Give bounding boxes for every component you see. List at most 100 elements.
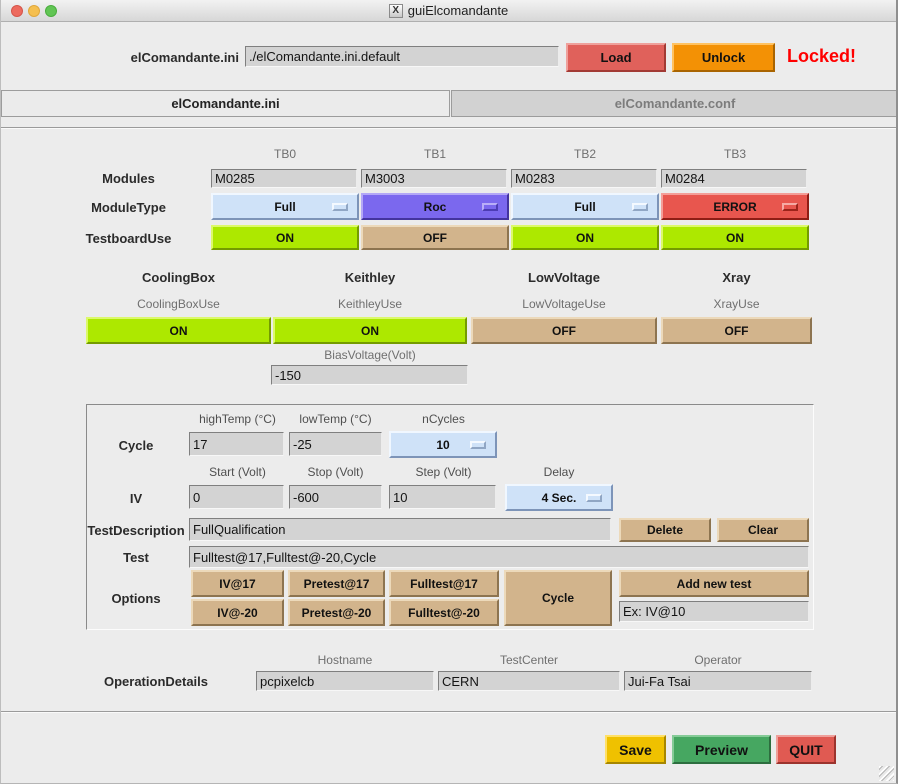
menu-indicator-icon — [632, 202, 648, 211]
xray-header: Xray — [722, 270, 751, 285]
ncycles-dropdown[interactable]: 10 — [389, 431, 497, 458]
moduletype-value-tb0: Full — [274, 199, 296, 214]
iv-delay-value: 4 Sec. — [541, 490, 577, 505]
menu-indicator-icon — [332, 202, 348, 211]
testboarduse-label: TestboardUse — [85, 231, 172, 246]
module-input-tb2[interactable] — [511, 169, 657, 188]
stop-volt-header: Stop (Volt) — [307, 465, 364, 479]
coolingboxuse-toggle[interactable]: ON — [86, 317, 271, 344]
lowvoltage-header: LowVoltage — [528, 270, 600, 285]
menu-indicator-icon — [482, 202, 498, 211]
menu-indicator-icon — [470, 440, 486, 449]
ncycles-value: 10 — [436, 437, 450, 452]
minimize-icon[interactable] — [28, 5, 40, 17]
delete-button[interactable]: Delete — [619, 518, 711, 542]
biasvoltage-label: BiasVoltage(Volt) — [324, 348, 416, 362]
resize-grip-icon[interactable] — [879, 766, 894, 781]
option-iv17-button[interactable]: IV@17 — [191, 570, 284, 597]
close-icon[interactable] — [11, 5, 23, 17]
iv-delay-dropdown[interactable]: 4 Sec. — [505, 484, 613, 511]
operator-header: Operator — [694, 653, 742, 667]
hightemp-header: highTemp (°C) — [199, 412, 276, 426]
hostname-header: Hostname — [317, 653, 373, 667]
lowvoltageuse-toggle[interactable]: OFF — [471, 317, 657, 344]
testcenter-header: TestCenter — [499, 653, 559, 667]
maximize-icon[interactable] — [45, 5, 57, 17]
lowtemp-input[interactable] — [289, 432, 382, 456]
xrayuse-toggle[interactable]: OFF — [661, 317, 812, 344]
tb1-header: TB1 — [423, 147, 446, 161]
ini-path-input[interactable] — [245, 46, 559, 67]
test-config-frame — [86, 404, 814, 630]
testboarduse-toggle-tb3[interactable]: ON — [661, 225, 809, 250]
preview-button[interactable]: Preview — [672, 735, 771, 764]
modules-label: Modules — [102, 171, 155, 186]
tab-elcomandante-ini[interactable]: elComandante.ini — [1, 90, 450, 117]
keithley-header: Keithley — [344, 270, 396, 285]
step-volt-header: Step (Volt) — [415, 465, 472, 479]
tb0-header: TB0 — [273, 147, 296, 161]
coolingboxuse-label: CoolingBoxUse — [137, 297, 220, 311]
module-input-tb3[interactable] — [661, 169, 807, 188]
moduletype-value-tb2: Full — [574, 199, 596, 214]
option-pretest17-button[interactable]: Pretest@17 — [288, 570, 385, 597]
main-frame-bottom-border — [1, 711, 896, 713]
keithleyuse-toggle[interactable]: ON — [273, 317, 467, 344]
iv-stop-input[interactable] — [289, 485, 382, 509]
hostname-input[interactable] — [256, 671, 434, 691]
moduletype-dropdown-tb3[interactable]: ERROR — [661, 193, 809, 220]
testboarduse-toggle-tb2[interactable]: ON — [511, 225, 659, 250]
quit-button[interactable]: QUIT — [776, 735, 836, 764]
clear-button[interactable]: Clear — [717, 518, 809, 542]
module-input-tb0[interactable] — [211, 169, 357, 188]
keithleyuse-label: KeithleyUse — [337, 297, 403, 311]
testcenter-input[interactable] — [438, 671, 620, 691]
operationdetails-label: OperationDetails — [103, 674, 209, 689]
testboarduse-toggle-tb0[interactable]: ON — [211, 225, 359, 250]
xrayuse-label: XrayUse — [713, 297, 760, 311]
delay-header: Delay — [543, 465, 575, 479]
test-label: Test — [123, 550, 149, 565]
option-fulltest-20-button[interactable]: Fulltest@-20 — [389, 599, 499, 626]
locked-status: Locked! — [787, 46, 857, 66]
testboarduse-toggle-tb1[interactable]: OFF — [361, 225, 509, 250]
option-iv-20-button[interactable]: IV@-20 — [191, 599, 284, 626]
operator-input[interactable] — [624, 671, 812, 691]
lowvoltageuse-label: LowVoltageUse — [522, 297, 606, 311]
load-button[interactable]: Load — [566, 43, 666, 72]
options-label: Options — [111, 591, 161, 606]
new-test-input[interactable] — [619, 601, 809, 622]
biasvoltage-input[interactable] — [271, 365, 468, 385]
start-volt-header: Start (Volt) — [209, 465, 266, 479]
moduletype-label: ModuleType — [91, 200, 166, 215]
main-frame-top-border — [1, 127, 896, 129]
option-fulltest17-button[interactable]: Fulltest@17 — [389, 570, 499, 597]
title-bar: X guiElcomandante — [1, 0, 896, 22]
iv-step-input[interactable] — [389, 485, 496, 509]
title-group: X guiElcomandante — [388, 3, 509, 18]
iv-label: IV — [129, 491, 143, 506]
hightemp-input[interactable] — [189, 432, 284, 456]
moduletype-dropdown-tb0[interactable]: Full — [211, 193, 359, 220]
test-sequence-input[interactable] — [189, 546, 809, 568]
testdescription-label: TestDescription — [87, 523, 185, 538]
module-input-tb1[interactable] — [361, 169, 507, 188]
save-button[interactable]: Save — [605, 735, 666, 764]
tb3-header: TB3 — [723, 147, 746, 161]
cycle-label: Cycle — [118, 438, 154, 453]
menu-indicator-icon — [782, 202, 798, 211]
moduletype-dropdown-tb2[interactable]: Full — [511, 193, 659, 220]
option-cycle-button[interactable]: Cycle — [504, 570, 612, 626]
window-title: guiElcomandante — [407, 3, 509, 18]
testdescription-input[interactable] — [189, 518, 611, 541]
moduletype-dropdown-tb1[interactable]: Roc — [361, 193, 509, 220]
iv-start-input[interactable] — [189, 485, 284, 509]
moduletype-value-tb3: ERROR — [713, 199, 757, 214]
lowtemp-header: lowTemp (°C) — [299, 412, 372, 426]
unlock-button[interactable]: Unlock — [672, 43, 775, 72]
add-new-test-button[interactable]: Add new test — [619, 570, 809, 597]
ini-file-label: elComandante.ini — [130, 50, 239, 65]
option-pretest-20-button[interactable]: Pretest@-20 — [288, 599, 385, 626]
tab-elcomandante-conf[interactable]: elComandante.conf — [451, 90, 896, 117]
